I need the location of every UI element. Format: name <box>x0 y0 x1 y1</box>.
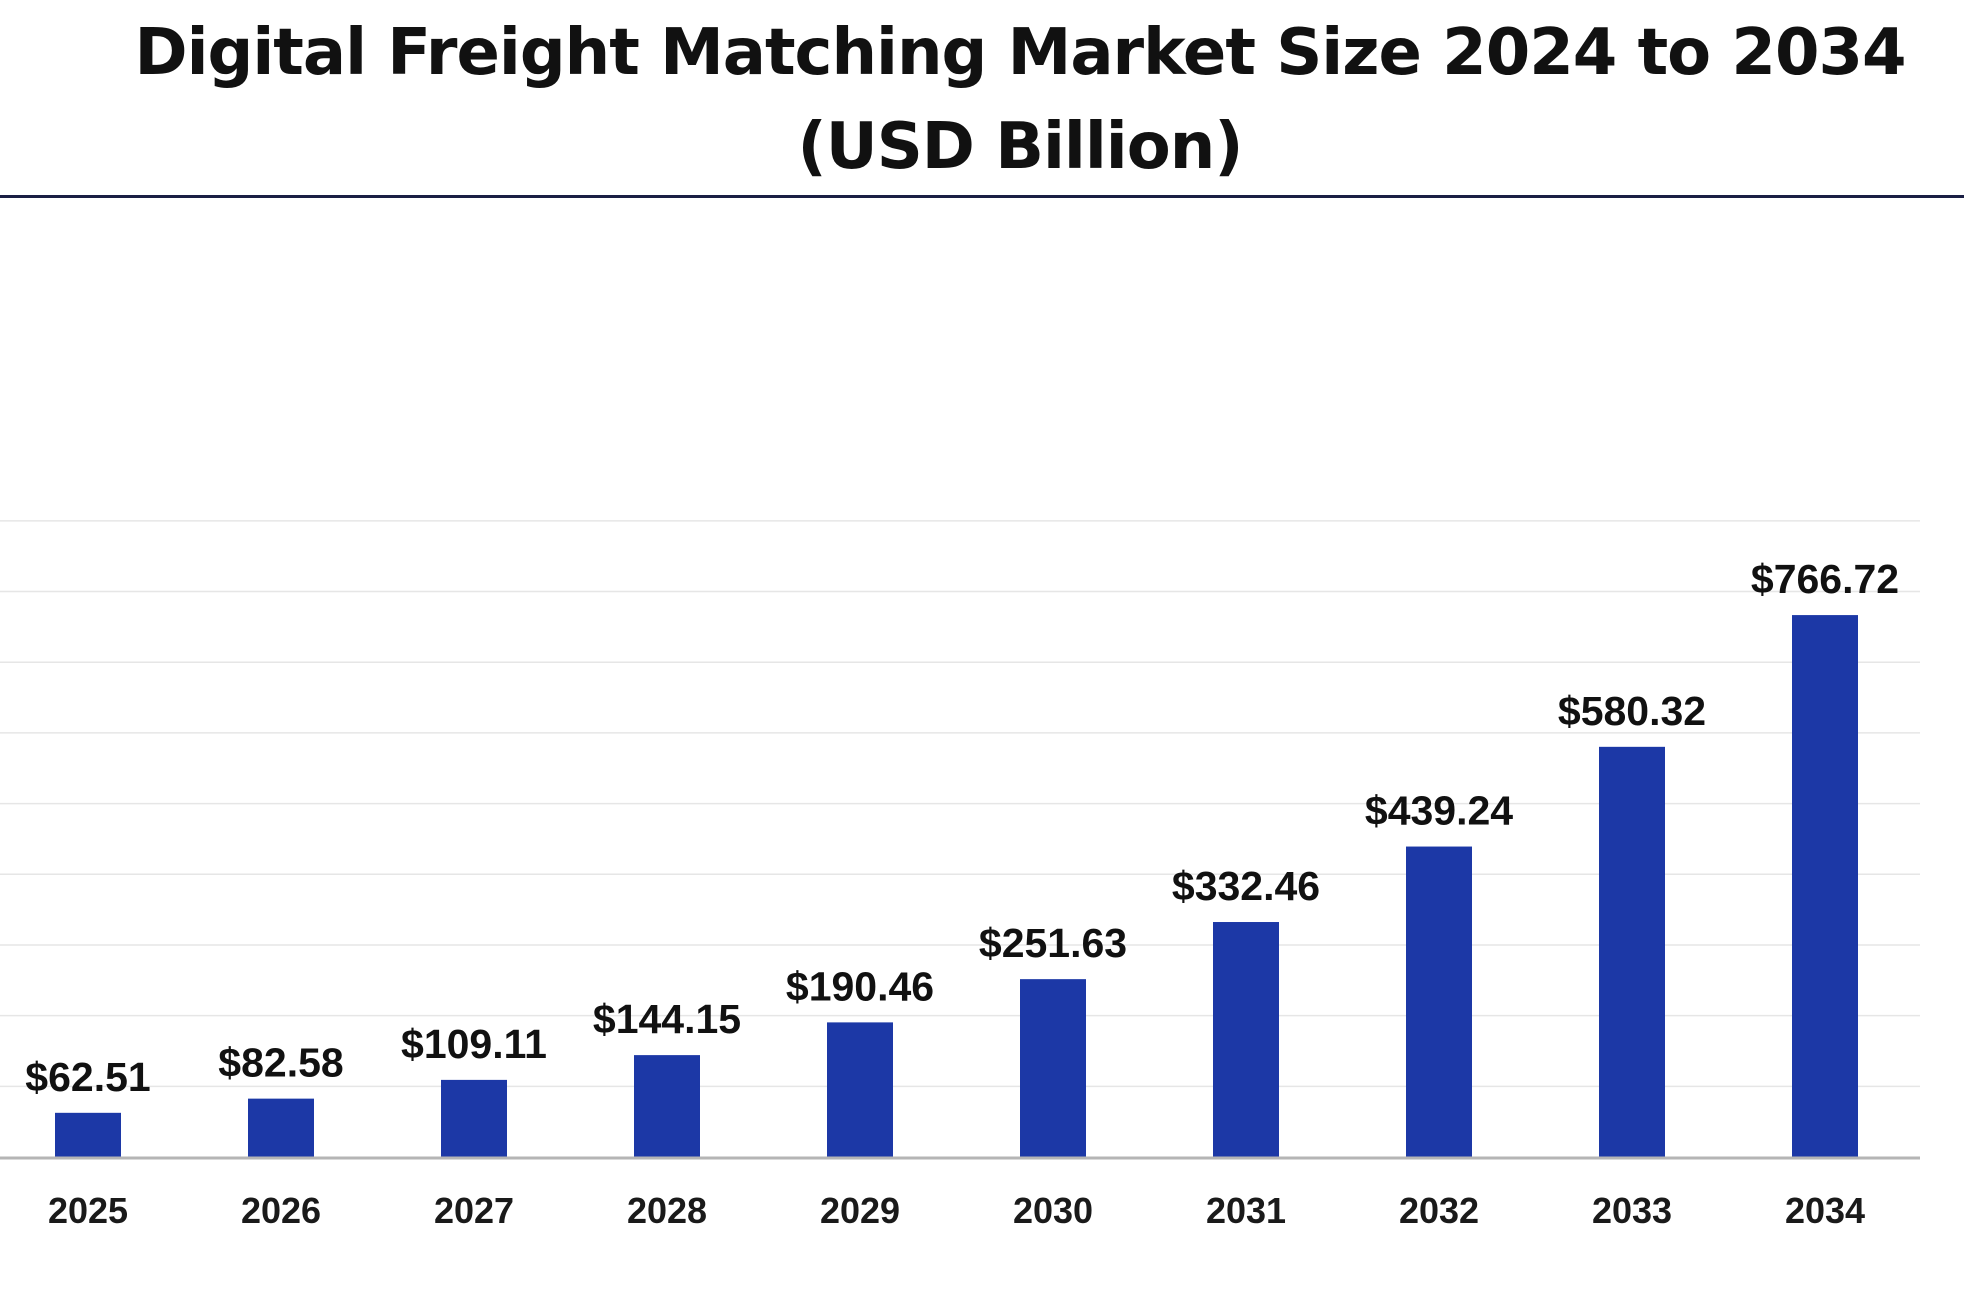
bar-value-label-2029: $190.46 <box>786 963 934 1009</box>
x-tick-label-2031: 2031 <box>1206 1190 1286 1231</box>
x-tick-label-2028: 2028 <box>627 1190 707 1231</box>
x-tick-labels: 2025 2026 2027 2028 2029 2030 2031 2032 2033 2034 <box>48 1190 1865 1231</box>
bar-2026 <box>248 1098 314 1157</box>
bar-value-label-2034: $766.72 <box>1751 556 1899 602</box>
bar-value-label-2026: $82.58 <box>218 1040 343 1086</box>
bar-2027 <box>441 1079 507 1157</box>
bar-value-label-2028: $144.15 <box>593 996 741 1042</box>
bar-value-label-2025: $62.51 <box>25 1054 150 1100</box>
bar-value-labels: $62.51 $82.58 $109.11 $144.15 $190.46 $251.63… <box>25 556 1899 1100</box>
chart-title: Digital Freight Matching Market Size 202… <box>0 6 1964 194</box>
x-tick-label-2032: 2032 <box>1399 1190 1479 1231</box>
x-tick-label-2029: 2029 <box>820 1190 900 1231</box>
bar-2028 <box>634 1055 700 1157</box>
x-tick-label-2030: 2030 <box>1013 1190 1093 1231</box>
x-tick-label-2034: 2034 <box>1785 1190 1865 1231</box>
bar-2030 <box>1020 979 1086 1157</box>
bar-2033 <box>1599 746 1665 1157</box>
title-divider <box>0 195 1964 198</box>
x-tick-label-2027: 2027 <box>434 1190 514 1231</box>
x-tick-label-2033: 2033 <box>1592 1190 1672 1231</box>
chart-title-line-1: Digital Freight Matching Market Size 202… <box>134 16 1906 90</box>
bar-value-label-2031: $332.46 <box>1172 863 1320 909</box>
x-tick-label-2026: 2026 <box>241 1190 321 1231</box>
bars <box>55 615 1858 1157</box>
bar-2032 <box>1406 846 1472 1157</box>
bar-value-label-2032: $439.24 <box>1365 788 1513 834</box>
bar-value-label-2030: $251.63 <box>979 920 1127 966</box>
bar-value-label-2033: $580.32 <box>1558 688 1706 734</box>
bar-2029 <box>827 1022 893 1157</box>
bar-value-label-2027: $109.11 <box>401 1021 547 1067</box>
bar-2031 <box>1213 922 1279 1157</box>
x-tick-label-2025: 2025 <box>48 1190 128 1231</box>
bar-2025 <box>55 1112 121 1157</box>
chart-title-line-2: (USD Billion) <box>797 110 1243 184</box>
bar-2034 <box>1792 615 1858 1157</box>
